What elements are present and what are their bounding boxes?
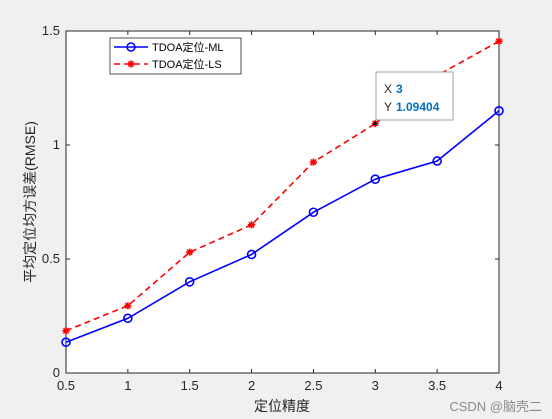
data-point-1 (495, 37, 503, 45)
legend-box (109, 37, 242, 75)
x-tick-label: 0.5 (57, 378, 75, 393)
y-tick-label: 0 (53, 365, 60, 380)
x-tick-label: 2 (248, 378, 255, 393)
x-tick-label: 1.5 (181, 378, 199, 393)
x-axis-label: 定位精度 (254, 398, 310, 414)
y-axis-label: 平均定位均方误差(RMSE) (22, 121, 38, 283)
watermark: CSDN @脑壳二 (449, 399, 542, 414)
legend-marker-ls (127, 60, 135, 68)
datatip-x-label: X (384, 82, 392, 96)
data-point-0 (184, 276, 195, 287)
legend: TDOA定位-ML TDOA定位-LS (109, 37, 242, 75)
datatip-y-value: 1.09404 (396, 100, 440, 114)
x-tick-label: 1 (124, 378, 131, 393)
data-point-0 (308, 207, 319, 218)
series-line-0 (65, 110, 500, 343)
data-point-1 (186, 248, 194, 256)
y-tick-label: 1 (53, 137, 60, 152)
data-point-1 (247, 221, 256, 229)
y-tick-label: 1.5 (42, 23, 60, 38)
data-point-0 (370, 174, 381, 184)
x-tick-label: 2.5 (304, 378, 322, 393)
y-tick-label: 0.5 (42, 251, 60, 266)
datatip-x-value: 3 (396, 82, 403, 96)
data-point-0 (123, 313, 133, 324)
x-tick-label: 4 (495, 378, 502, 393)
data-point-0 (494, 106, 504, 116)
data-point-0 (61, 337, 71, 348)
legend-label-ls: TDOA定位-LS (152, 57, 222, 71)
axis-ticks: 0.5 1 1.5 2 2.5 3 3.5 400.511.5 (42, 23, 503, 393)
x-tick-label: 3 (372, 378, 379, 393)
data-point-0 (432, 156, 442, 166)
legend-marker-ls-star (127, 60, 135, 68)
datatip-y-label: Y (384, 100, 392, 114)
data-point-0 (246, 249, 257, 260)
data-point-1 (124, 302, 132, 310)
datatip-anchor-point (373, 121, 378, 126)
x-tick-label: 3.5 (428, 378, 446, 393)
datatip-box (375, 71, 454, 121)
legend-marker-ml (126, 42, 136, 52)
data-point-1 (309, 158, 318, 166)
legend-label-ml: TDOA定位-ML (152, 40, 224, 54)
data-point-1 (62, 327, 70, 335)
datatip[interactable]: X 3 Y 1.09404 (375, 71, 454, 121)
